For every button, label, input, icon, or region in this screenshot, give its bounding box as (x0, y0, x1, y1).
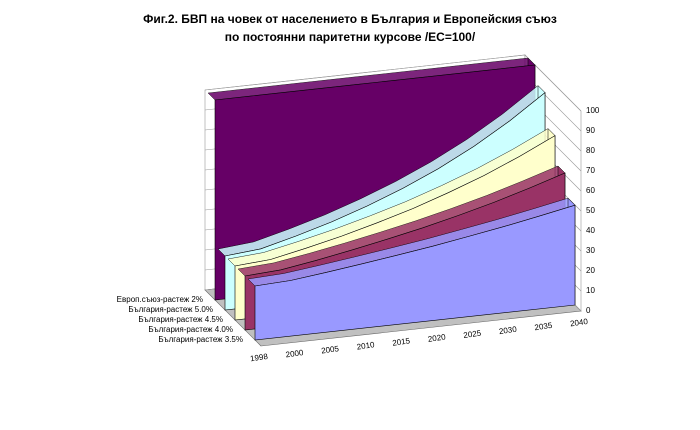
y-tick-label: 0 (586, 306, 591, 315)
y-tick-label: 30 (586, 246, 595, 255)
x-tick-label: 2025 (463, 329, 482, 340)
y-tick-label: 10 (586, 286, 595, 295)
x-tick-label: 2010 (356, 340, 375, 351)
x-tick-label: 2000 (285, 348, 304, 359)
x-tick-label: 1998 (250, 352, 269, 363)
series-label: България-растеж 5.0% (128, 305, 213, 314)
x-tick-label: 2035 (534, 321, 553, 332)
y-tick-label: 90 (586, 126, 595, 135)
y-tick-label: 20 (586, 266, 595, 275)
x-tick-label: 2020 (427, 332, 446, 343)
y-tick-label: 50 (586, 206, 595, 215)
grid-line (204, 54, 582, 112)
series-label: България-растеж 4.0% (148, 325, 233, 334)
series-label: България-растеж 4.5% (138, 315, 223, 324)
x-tick-label: 2015 (392, 336, 411, 347)
y-tick-label: 40 (586, 226, 595, 235)
x-tick-label: 2005 (321, 344, 340, 355)
y-tick-label: 70 (586, 166, 595, 175)
y-tick-label: 100 (586, 106, 600, 115)
chart-subtitle: по постоянни паритетни курсове /ЕС=100/ (225, 30, 476, 44)
x-tick-label: 2030 (498, 325, 517, 336)
y-tick-label: 80 (586, 146, 595, 155)
chart-title: Фиг.2. БВП на човек от населението в Бъл… (143, 12, 557, 26)
series-label: Европ.съюз-растеж 2% (117, 295, 203, 304)
area (254, 204, 576, 341)
series-label: България-растеж 3.5% (158, 335, 243, 344)
x-tick-label: 2040 (570, 317, 589, 328)
y-tick-label: 60 (586, 186, 595, 195)
